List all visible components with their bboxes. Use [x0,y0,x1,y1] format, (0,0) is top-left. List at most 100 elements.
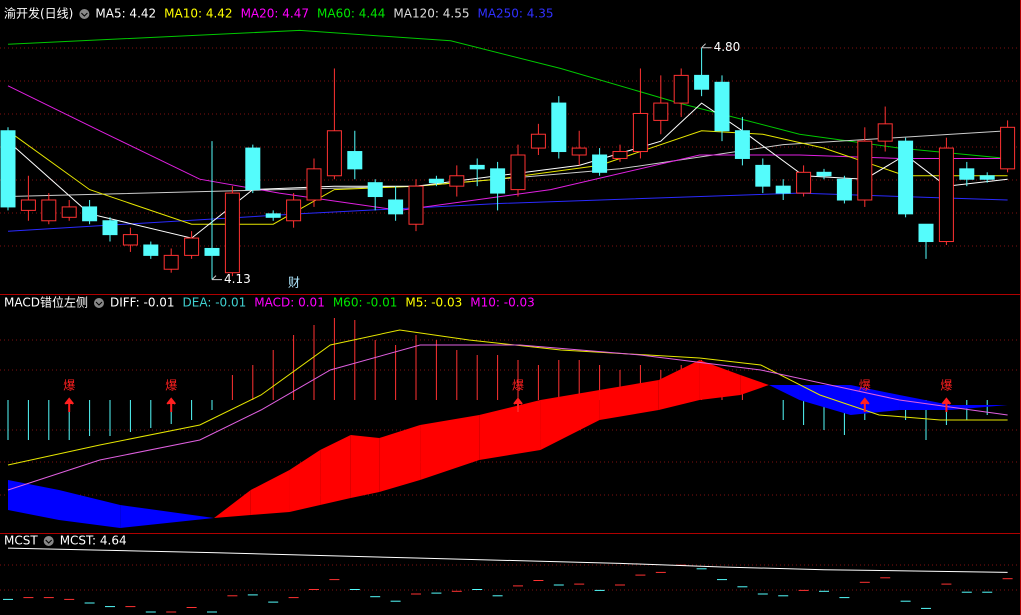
candle-body [898,140,914,215]
panel-title: 渝开发(日线) [4,6,73,21]
legend-item: MA10: 4.42 [164,7,232,21]
candle-body [530,133,546,149]
candle-body [979,175,995,180]
signal-label: 爆 [859,379,871,393]
candle-body [163,254,179,270]
macd-band [599,380,659,420]
candle-body [816,171,832,177]
signal-label: 爆 [512,379,524,393]
mcst-line [7,547,1008,573]
annotation-leader [211,275,222,281]
candle-body [0,130,16,208]
macd-band [740,375,769,395]
legend-item: MACD: 0.01 [254,296,325,310]
candle-body [510,154,526,191]
candle-body [326,130,342,177]
candle-body [918,223,934,243]
macd-band [479,400,541,460]
macd-band [59,490,121,528]
macd-band [768,385,800,400]
candle-body [877,123,893,142]
candle-body [755,164,771,187]
annotation-label: 4.13 [224,272,251,286]
macd-band [799,385,851,415]
candle-body [265,213,281,218]
candle-body [428,178,444,184]
legend-item: M60: -0.01 [333,296,398,310]
candle-body [82,206,98,222]
candle-body [184,237,200,256]
candle-body [959,168,975,180]
candle-body [408,185,424,225]
signal-arrow [64,397,74,412]
candle-body [102,220,118,236]
legend-item: DIFF: -0.01 [110,296,175,310]
macd-band [250,470,290,515]
candle-body [714,81,730,132]
signal-label: 爆 [63,379,75,393]
candle-body [388,199,404,215]
candle-body [143,244,159,256]
candle-body [347,151,363,170]
candle-body [592,154,608,173]
candle-body [41,199,57,222]
macd-band [8,480,59,520]
candle-body [490,168,506,194]
signal-arrow [860,397,870,412]
legend-item: DEA: -0.01 [183,296,247,310]
candle-body [653,102,669,121]
candle-body [286,199,302,222]
legend-item: MA20: 4.47 [241,7,309,21]
panel-title: MACD错位左侧 [4,295,88,310]
annotation-leader [701,43,712,49]
candle-body [122,234,138,246]
candle-body [836,178,852,201]
legend-item: MA60: 4.44 [317,7,385,21]
candle-body [551,102,567,153]
legend-item: M10: -0.03 [470,296,535,310]
macd-band [699,360,741,400]
macd-band [350,435,380,498]
candle-body [632,112,648,153]
legend-item: MA120: 4.55 [393,7,469,21]
candle-body [204,247,220,256]
candle-body [938,147,954,243]
event-label: 财 [288,276,300,290]
dropdown-icon [43,536,54,546]
macd-band [379,425,421,492]
macd-band [899,395,951,410]
candle-body [245,147,261,191]
panel-title: MCST [4,534,38,548]
legend-item: MA250: 4.35 [477,7,553,21]
macd-band [540,390,600,450]
macd-band [950,405,1008,410]
legend-item: MA5: 4.42 [95,7,156,21]
signal-line [7,344,1008,491]
candle-body [571,147,587,156]
candle-body [306,168,322,201]
candle-body [367,182,383,198]
signal-arrow [941,397,952,412]
dropdown-icon [93,298,104,308]
macd-band [214,490,251,518]
candle-body [694,74,710,90]
signal-arrow [166,397,176,412]
macd-band [658,360,700,410]
macd-band [420,415,480,480]
dropdown-arrow [45,539,53,544]
legend-item: MCST: 4.64 [60,534,127,548]
annotation-label: 4.80 [714,40,741,54]
candle-body [612,151,628,159]
macd-band [320,435,351,505]
macd-band [289,450,321,512]
candle-body [673,74,689,104]
candle-body [857,140,873,201]
candle-body [796,171,812,194]
dropdown-arrow [95,301,103,306]
legend-item: M5: -0.03 [405,296,462,310]
signal-arrow [513,397,523,412]
candle-body [734,130,750,159]
candle-body [1000,126,1016,170]
ma-line [7,29,1008,159]
